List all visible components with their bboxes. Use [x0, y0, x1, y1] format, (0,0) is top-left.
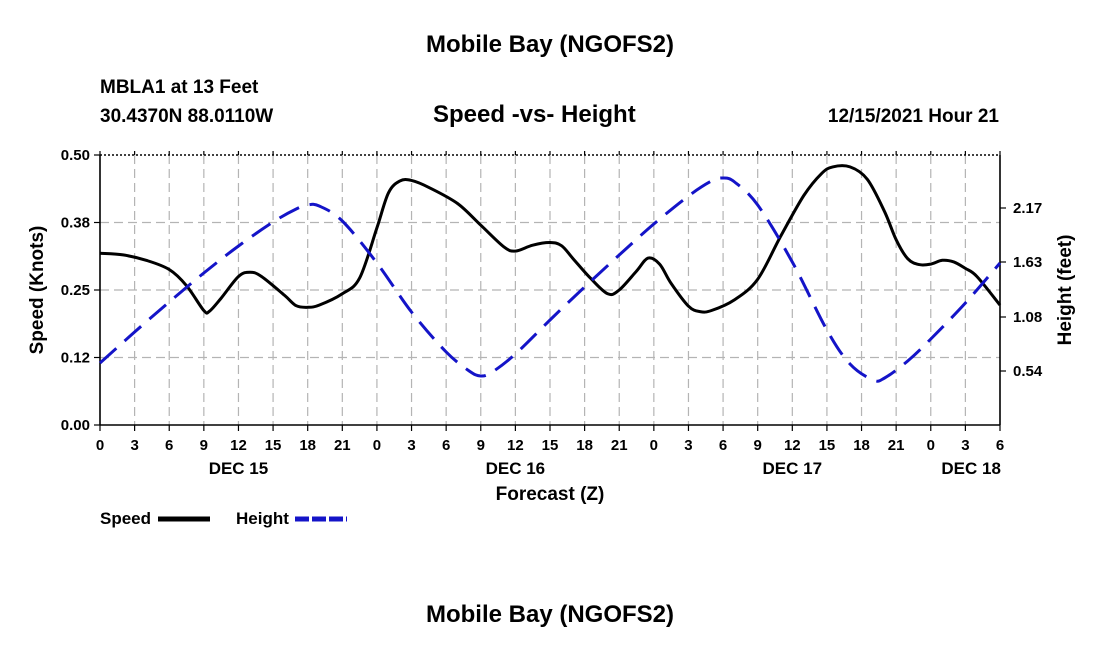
x-tick-label: 6 — [996, 437, 1004, 454]
y-axis-title-left: Speed (Knots) — [27, 226, 48, 355]
legend-label-height: Height — [236, 509, 289, 528]
grid-lines — [100, 155, 1000, 425]
x-tick-label: 9 — [477, 437, 485, 454]
x-axis-title: Forecast (Z) — [496, 484, 605, 505]
x-tick-label: 6 — [719, 437, 727, 454]
bottom-title: Mobile Bay (NGOFS2) — [425, 601, 675, 628]
x-tick-label: 21 — [611, 437, 628, 454]
x-tick-label: 15 — [265, 437, 282, 454]
x-tick-label: 21 — [888, 437, 905, 454]
day-label: DEC 17 — [763, 459, 823, 478]
x-tick-label: 12 — [507, 437, 524, 454]
x-tick-label: 0 — [96, 437, 104, 454]
x-tick-label: 3 — [961, 437, 969, 454]
forecast-timestamp: 12/15/2021 Hour 21 — [827, 106, 999, 127]
day-label: DEC 16 — [486, 459, 546, 478]
y-tick-label-right: 2.17 — [1013, 200, 1042, 217]
day-label: DEC 18 — [941, 459, 1001, 478]
y-tick-label-left: 0.12 — [61, 350, 90, 367]
x-tick-label: 9 — [200, 437, 208, 454]
x-tick-label: 9 — [754, 437, 762, 454]
series-line-height — [98, 176, 1002, 383]
x-tick-label: 0 — [650, 437, 658, 454]
x-tick-label: 0 — [927, 437, 935, 454]
day-label: DEC 15 — [209, 459, 269, 478]
x-tick-label: 18 — [576, 437, 593, 454]
x-tick-label: 0 — [373, 437, 381, 454]
x-tick-label: 3 — [684, 437, 692, 454]
y-tick-label-right: 1.63 — [1013, 254, 1042, 271]
page-title: Mobile Bay (NGOFS2) — [425, 31, 675, 58]
series-line-speed — [99, 164, 1002, 315]
station-label: MBLA1 at 13 Feet — [100, 77, 259, 98]
y-axis-title-right: Height (feet) — [1055, 235, 1076, 346]
axis-labels: 0 3 6 9 12 15 18 21 0 3 6 9 12 15 18 21 0 3 6 9 12 15 18 21 0 3 6 0… — [27, 147, 1076, 505]
y-tick-label-left: 0.50 — [61, 147, 90, 164]
x-tick-label: 3 — [407, 437, 415, 454]
x-tick-label: 18 — [299, 437, 316, 454]
y-tick-label-left: 0.25 — [61, 282, 90, 299]
y-tick-label-right: 1.08 — [1013, 309, 1042, 326]
x-tick-label: 6 — [442, 437, 450, 454]
series-lines — [98, 164, 1002, 383]
y-tick-label-left: 0.38 — [61, 215, 90, 232]
x-tick-label: 6 — [165, 437, 173, 454]
y-tick-label-left: 0.00 — [61, 417, 90, 434]
legend-label-speed: Speed — [100, 509, 151, 528]
x-tick-label: 18 — [853, 437, 870, 454]
station-coordinates: 30.4370N 88.0110W — [100, 106, 274, 127]
x-tick-label: 21 — [334, 437, 351, 454]
x-tick-label: 12 — [784, 437, 801, 454]
y-tick-label-right: 0.54 — [1013, 363, 1043, 380]
x-tick-label: 15 — [542, 437, 559, 454]
legend: Speed Height — [100, 509, 347, 528]
axes — [94, 151, 1006, 431]
x-tick-label: 15 — [819, 437, 836, 454]
x-tick-label: 12 — [230, 437, 247, 454]
chart-title: Speed -vs- Height — [433, 101, 636, 128]
x-tick-label: 3 — [130, 437, 138, 454]
